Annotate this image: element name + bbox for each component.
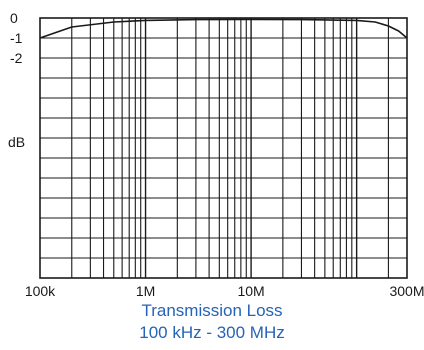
x-tick-label: 100k — [25, 283, 56, 299]
tick-labels: 100k 1M 10M 300M 0 -1 -2 — [10, 10, 424, 299]
series-line — [39, 18, 408, 39]
x-tick-label: 300M — [389, 283, 424, 299]
chart-subtitle: 100 kHz - 300 MHz — [139, 323, 285, 342]
x-tick-label: 1M — [136, 283, 155, 299]
plot-frame — [39, 17, 408, 279]
y-axis-label: dB — [8, 134, 25, 150]
y-tick-label: -1 — [10, 30, 23, 46]
y-tick-label: -2 — [10, 50, 23, 66]
y-tick-label: 0 — [10, 10, 18, 26]
grid — [40, 18, 407, 278]
series-layer — [39, 18, 408, 39]
x-tick-label: 10M — [237, 283, 264, 299]
chart-title: Transmission Loss — [141, 301, 283, 320]
